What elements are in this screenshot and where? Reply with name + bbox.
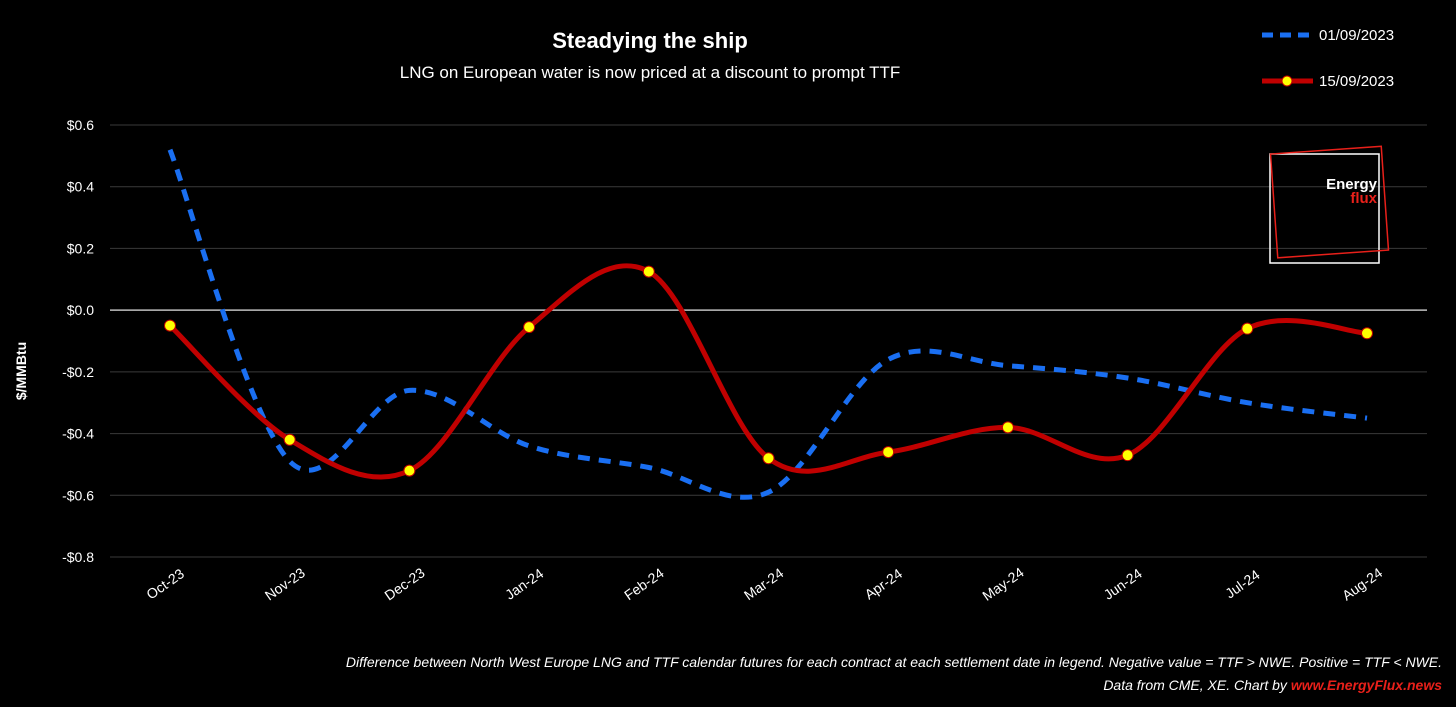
footer-link[interactable]: www.EnergyFlux.news [1291,677,1442,693]
chart-title: Steadying the ship [552,28,748,53]
x-tick-label: Feb-24 [621,565,667,604]
y-tick-label: -$0.2 [62,364,94,380]
data-point [283,433,296,446]
footer-source: Data from CME, XE. Chart by www.EnergyFl… [1103,677,1442,693]
x-tick-label: May-24 [979,564,1027,604]
x-tick-label: Aug-24 [1339,564,1385,603]
y-tick-label: -$0.8 [62,549,94,565]
logo-text-flux: flux [1350,190,1377,207]
data-point [164,319,176,332]
x-tick-label: Nov-23 [262,564,308,603]
x-tick-label: Jan-24 [502,565,546,603]
data-point [642,265,655,278]
x-tick-label: Jul-24 [1222,566,1263,601]
y-tick-label: $0.6 [67,117,94,133]
energyflux-logo: Energy flux [1269,145,1390,264]
y-tick-labels: $0.6 $0.4 $0.2 $0.0 -$0.2 -$0.4 -$0.6 -$0.8 [62,117,94,565]
x-tick-label: Dec-23 [381,564,427,603]
y-tick-label: -$0.6 [62,487,94,503]
y-axis-label: $/MMBtu [13,342,29,400]
x-tick-label: Mar-24 [741,565,787,604]
x-tick-label: Jun-24 [1101,565,1145,603]
series-line-1 [167,148,1368,500]
legend-label-series-1: 01/09/2023 [1319,27,1394,44]
x-tick-label: Apr-24 [862,565,906,602]
data-point [1001,421,1014,434]
chart-subtitle: LNG on European water is now priced at a… [400,63,901,82]
y-tick-label: $0.0 [67,302,94,318]
series-line-2 [167,263,1370,480]
footer-note: Difference between North West Europe LNG… [346,654,1442,670]
legend-label-series-2: 15/09/2023 [1319,73,1394,90]
x-tick-labels: Oct-23 Nov-23 Dec-23 Jan-24 Feb-24 Mar-24 Apr-… [143,564,1385,604]
logo-text-energy: Energy [1326,176,1378,193]
data-point [1361,327,1373,340]
data-point [1241,322,1254,335]
data-point [882,446,895,459]
legend: 01/09/2023 15/09/2023 [1262,27,1394,90]
y-tick-label: -$0.4 [62,426,94,442]
y-tick-label: $0.2 [67,240,94,256]
data-point [1121,449,1134,462]
footer-source-prefix: Data from CME, XE. Chart by [1103,677,1291,693]
x-tick-label: Oct-23 [143,565,187,602]
data-point [762,452,775,465]
grid-lines [110,124,1427,558]
data-point [403,464,416,477]
series-lines [164,148,1373,500]
legend-marker-series-2 [1281,75,1293,87]
y-tick-label: $0.4 [67,179,94,195]
data-point [523,321,536,334]
